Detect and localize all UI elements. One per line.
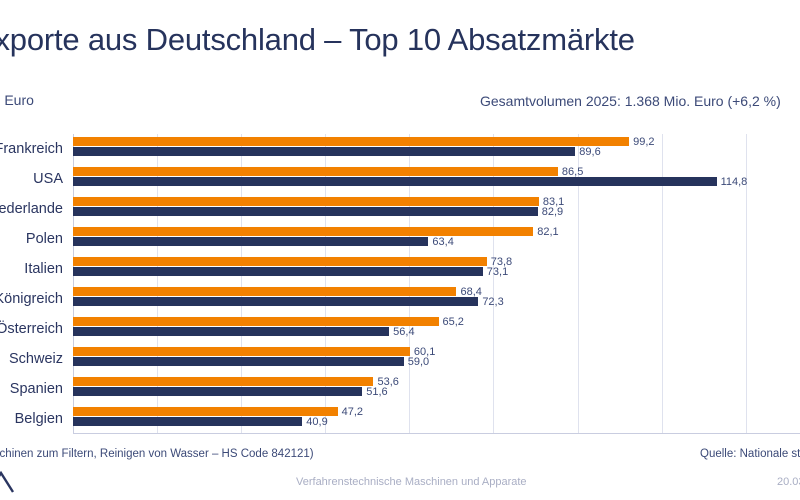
bar-value-label: 114,8 xyxy=(720,175,748,188)
bar-value-label: 53,6 xyxy=(377,375,399,388)
chart-axis-line xyxy=(73,433,800,434)
chart-row: USA 86,5 114,8 xyxy=(33,164,800,194)
bar-2025[interactable]: 83,1 xyxy=(73,196,564,208)
bar-2025[interactable]: 73,8 xyxy=(73,256,512,268)
total-volume-label: Gesamtvolumen 2025: 1.368 Mio. Euro (+6,… xyxy=(480,93,781,109)
category-label: USA xyxy=(33,171,63,187)
category-label: Frankreich xyxy=(0,141,63,157)
bar-2024[interactable]: 51,6 xyxy=(73,386,388,398)
bar-2025[interactable]: 53,6 xyxy=(73,376,399,388)
bar-chart: Frankreich 99,2 89,6 USA 86,5 114,8 Niederland… xyxy=(0,134,800,434)
category-label: Polen xyxy=(25,231,63,247)
bar-value-label: 82,9 xyxy=(541,205,564,218)
footer-date-label: 20.03.2025 xyxy=(777,476,800,488)
bar-2024[interactable]: 114,8 xyxy=(73,176,747,188)
bar-value-label: 86,5 xyxy=(561,165,584,178)
chart-source: Quelle: Nationale statistische Ämter xyxy=(700,448,800,460)
bar-2025[interactable]: 68,4 xyxy=(73,286,482,298)
category-label: Vereinigtes Königreich xyxy=(0,291,63,307)
bar-2025[interactable]: 60,1 xyxy=(73,346,435,358)
bar-2025[interactable]: 47,2 xyxy=(73,406,363,418)
chart-row: Vereinigtes Königreich 68,472,3 xyxy=(0,284,800,314)
chart-row: Frankreich 99,2 89,6 xyxy=(0,134,800,164)
chart-row: Spanien 53,6 51,6 xyxy=(10,374,800,404)
category-label: Schweiz xyxy=(9,351,63,367)
chart-row: Polen 82,1 63,4 xyxy=(26,224,800,254)
bar-value-label: 68,4 xyxy=(460,285,482,298)
bar-2024[interactable]: 72,3 xyxy=(73,296,504,308)
bar-2024[interactable]: 82,9 xyxy=(73,206,563,218)
bar-value-label: 65,2 xyxy=(442,315,464,328)
bar-2025[interactable]: 99,2 xyxy=(73,136,655,148)
bar-value-label: 59,0 xyxy=(407,355,430,368)
bar-value-label: 73,8 xyxy=(490,255,513,268)
bar-2025[interactable]: 86,5 xyxy=(73,166,583,178)
bar-2025[interactable]: 82,1 xyxy=(73,226,559,238)
chart-footnote: (Maschinen zum Filtern, Reinigen von Was… xyxy=(0,448,314,460)
bar-value-label: 82,1 xyxy=(537,225,559,238)
bar-value-label: 89,6 xyxy=(579,145,601,158)
bar-value-label: 99,2 xyxy=(633,135,655,148)
bar-value-label: 63,4 xyxy=(432,235,454,248)
bar-value-label: 40,9 xyxy=(306,415,328,428)
bar-value-label: 73,1 xyxy=(486,265,509,278)
bar-value-label: 47,2 xyxy=(341,405,364,418)
page-title: Exporte aus Deutschland – Top 10 Absatzm… xyxy=(0,22,635,57)
bar-2025[interactable]: 65,2 xyxy=(73,316,464,328)
category-label: Spanien xyxy=(9,381,63,397)
bar-value-label: 51,6 xyxy=(366,385,388,398)
chevron-up-logo-icon xyxy=(0,470,15,493)
category-label: Österreich xyxy=(0,321,63,337)
chart-row: Schweiz 60,1 59,0 xyxy=(9,344,800,374)
bar-value-label: 72,3 xyxy=(482,295,504,308)
bar-value-label: 60,1 xyxy=(413,345,436,358)
bar-2024[interactable]: 56,4 xyxy=(73,326,415,338)
bar-value-label: 83,1 xyxy=(542,195,565,208)
chart-row: Niederlande 83,182,9 xyxy=(0,194,800,224)
bar-2024[interactable]: 89,6 xyxy=(73,146,601,158)
chart-unit-label: Mio. Euro xyxy=(0,92,34,108)
category-label: Belgien xyxy=(14,411,63,427)
category-label: Niederlande xyxy=(0,201,63,217)
bar-2024[interactable]: 59,0 xyxy=(73,356,429,368)
bar-2024[interactable]: 40,9 xyxy=(73,416,328,428)
category-label: Italien xyxy=(24,261,63,277)
bar-2024[interactable]: 63,4 xyxy=(73,236,454,248)
bar-value-label: 56,4 xyxy=(393,325,415,338)
chart-row: Italien 73,8 73,1 xyxy=(24,254,800,284)
chart-row: Belgien 47,2 40,9 xyxy=(15,404,800,434)
bar-2024[interactable]: 73,1 xyxy=(73,266,508,278)
chart-row: Österreich 65,2 56,4 xyxy=(0,314,800,344)
footer-topic-label: Verfahrenstechnische Maschinen und Appar… xyxy=(296,476,527,488)
